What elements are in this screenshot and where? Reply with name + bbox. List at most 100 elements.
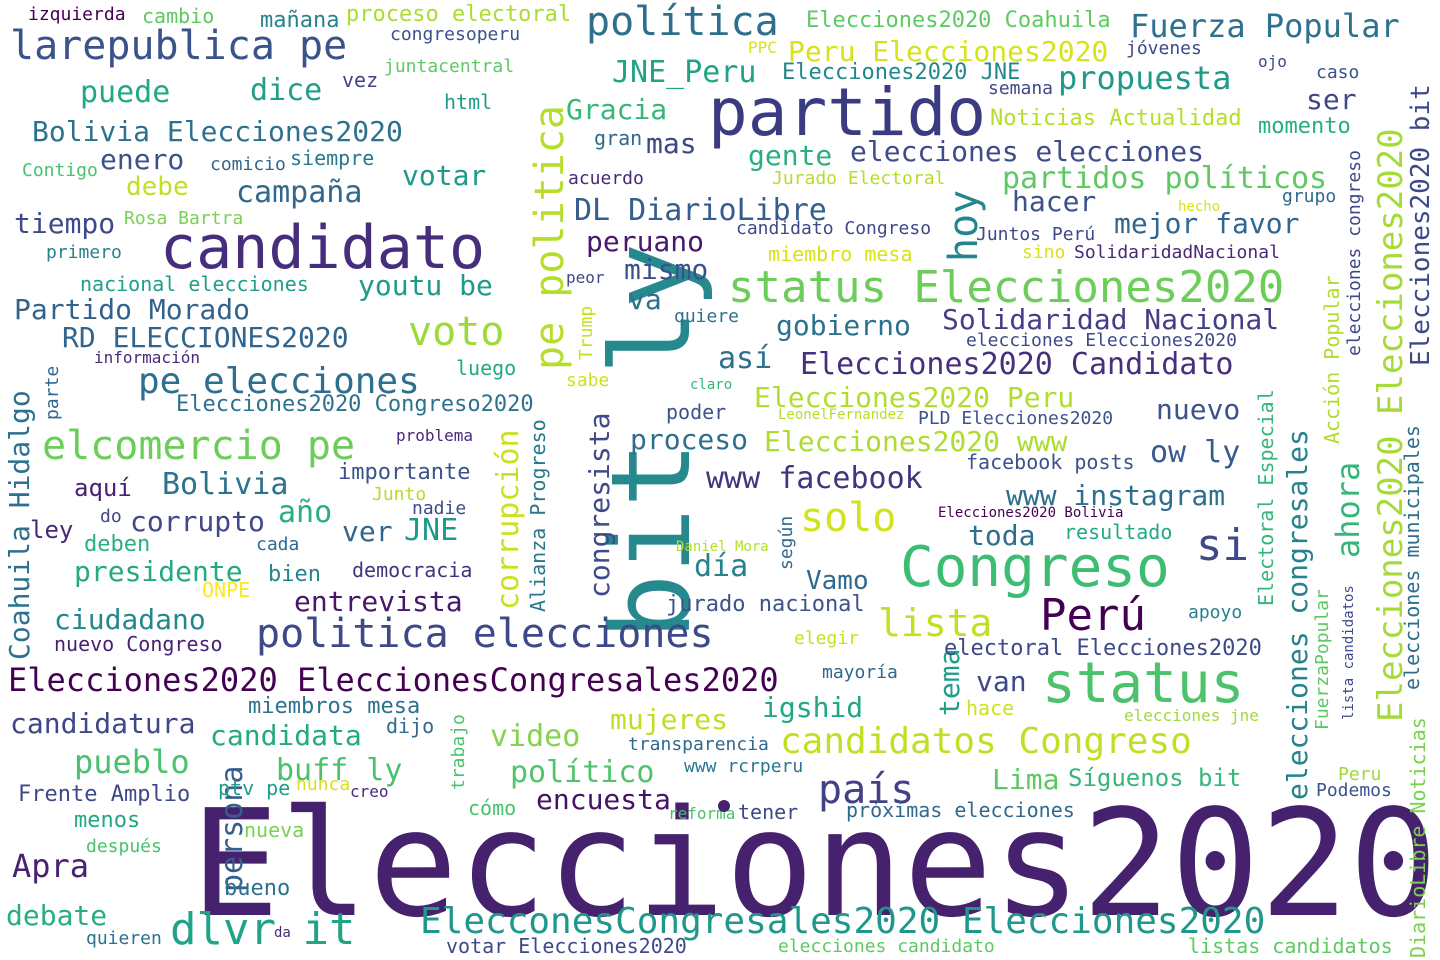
word-elecciones-municipales: elecciones municipales [1400,425,1424,690]
word-elecciones2020-peru: Elecciones2020 Peru [754,381,1075,414]
word-como: cómo [468,796,517,820]
word-sino: sino [1022,242,1066,263]
word-grupo: grupo [1282,186,1337,207]
word-jne-peru: JNE_Peru [612,55,757,90]
word-vamo: Vamo [806,566,869,596]
word-claro: claro [690,377,733,393]
word-gran: gran [594,126,643,150]
word-jurado-nacional: jurado nacional [666,592,865,617]
word-caso: caso [1316,62,1360,83]
word-ppc: PPC [748,38,777,57]
word-partido: partido [708,74,987,151]
word-da: da [274,925,291,941]
word-elcomercio-pe: elcomercio pe [42,423,356,469]
word-apoyo: apoyo [1188,602,1243,623]
word-juntacentral: juntacentral [384,56,515,77]
word-politica: política [586,0,779,45]
word-corrupto: corrupto [130,505,265,538]
word-dia: día [694,549,749,584]
word-problema: problema [396,426,474,445]
word-igshid: igshid [762,691,864,724]
word-ver: ver [342,515,393,548]
word-noticias-actualidad: Noticias Actualidad [990,106,1242,131]
word-politica-elecciones: politica elecciones [256,611,714,657]
word-tiempo: tiempo [14,207,116,240]
word-despues: después [86,836,162,857]
word-voto: voto [408,309,505,355]
word-status-elecciones2020: status Elecciones2020 [728,262,1285,313]
word-listas-candidatos: listas candidatos [1188,934,1393,958]
word-jne: JNE [404,513,459,548]
word-fuerzapopular: FuerzaPopular [1312,589,1333,730]
word-partido-morado: Partido Morado [14,293,251,326]
word-momento: momento [1258,114,1351,139]
word-trabajo: trabajo [448,714,469,790]
word-dice: dice [250,73,323,108]
word-electoral-especial: Electoral Especial [1254,389,1278,606]
word-presidente: presidente [74,555,243,588]
word-nuevo: nuevo [1156,393,1241,426]
word-video: video [490,719,581,754]
word-siempre: siempre [290,146,375,170]
word-democracia: democracia [352,558,473,582]
word-mayoria: mayoría [822,662,898,683]
word-accion-popular: Acción Popular [1320,275,1344,444]
word-gobierno: gobierno [776,309,911,342]
word-elecciones2020-bolivia: Elecciones2020 Bolivia [938,505,1124,521]
word-elecciones2020-congreso2020: Elecciones2020 Congreso2020 [176,392,534,417]
word-propuesta: propuesta [1058,59,1232,97]
word-hecho: hecho [1178,199,1221,215]
word-quiere: quiere [674,306,740,327]
word-bolivia-elecciones2020: Bolivia Elecciones2020 [32,115,403,148]
word-elegir: elegir [794,628,860,649]
word-buff-ly: buff ly [276,753,403,788]
word-pe-politica: pe politica [527,105,573,370]
word-proceso-electoral: proceso electoral [346,2,572,27]
word-nadie: nadie [412,498,467,519]
word-solidaridadnacional: SolidaridadNacional [1074,242,1280,263]
word-rosa-bartra: Rosa Bartra [124,208,244,229]
word-lima: Lima [992,763,1060,796]
word-juntos-peru: Juntos Perú [976,224,1096,245]
word-informacion: información [94,348,200,367]
word-elecciones-candidato: elecciones candidato [778,936,995,957]
word-entrevista: entrevista [294,585,463,618]
word-si: si [1196,520,1249,571]
word-segun: según [776,515,797,570]
word-asi: así [718,341,773,376]
word-diariolibre-noticias: DiarioLibre Noticias [1406,717,1430,958]
word-partidos-politicos: partidos políticos [1002,161,1328,196]
word-deben: deben [84,532,151,557]
word-elecciones2020: Elecciones2020 [190,778,1438,950]
word-semana: semana [988,78,1054,99]
word-cada: cada [256,534,300,555]
word-votar-elecciones2020: votar Elecciones2020 [446,934,687,958]
word-candidato: candidato [160,213,486,283]
word-ptv-pe: ptv pe [218,776,291,800]
word-rd-elecciones2020: RD ELECCIONES2020 [62,321,349,354]
word-politico: político [510,755,655,790]
word-nunca: nunca [296,774,351,795]
word-proximas-elecciones: próximas elecciones [846,798,1075,822]
word-facebook-posts: facebook posts [966,450,1135,474]
word-status: status [1042,651,1245,716]
word-elecciones-elecciones: elecciones elecciones [850,135,1205,168]
word-ciudadano: ciudadano [54,603,206,636]
word-transparencia: transparencia [628,734,769,755]
word-pe-elecciones: pe elecciones [138,361,420,402]
word-mas: mas [646,127,697,160]
word-menos: menos [74,808,141,833]
word-miembro-mesa: miembro mesa [768,242,913,266]
word-www-rcrperu: www rcrperu [684,756,804,777]
word-sabe: sabe [566,370,610,391]
word-elecciones2020-jne: Elecciones2020 JNE [782,60,1021,85]
word-tener: tener [738,800,799,824]
word-lista-candidatos: lista candidatos [1341,585,1357,720]
word-ojo: ojo [1258,52,1287,71]
word-frente-amplio: Frente Amplio [18,782,191,807]
word-dijo: dijo [386,714,435,738]
word-congresista: congresista [583,412,616,598]
word-nueva: nueva [244,818,305,842]
word-alianza-progreso: Alianza Progreso [526,419,550,612]
